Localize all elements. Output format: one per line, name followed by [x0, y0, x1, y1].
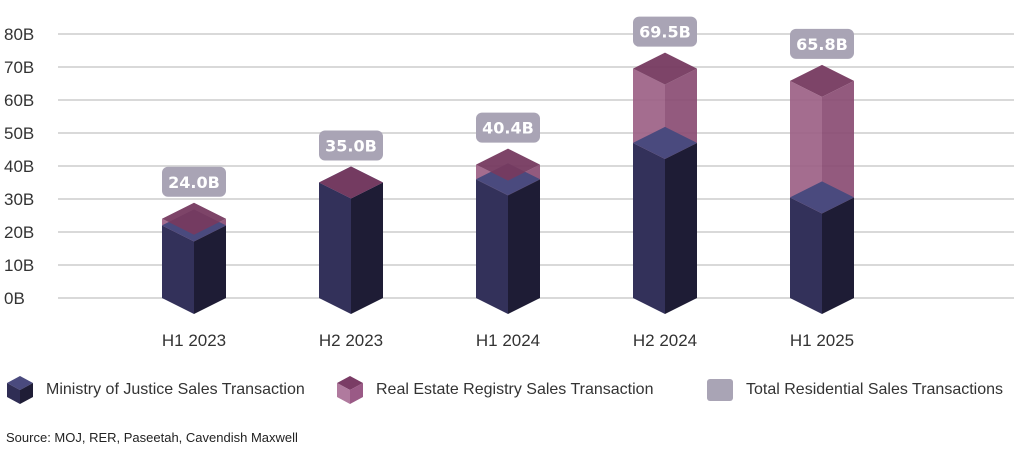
x-tick-label: H1 2024	[476, 331, 540, 350]
legend-item-rer: Real Estate Registry Sales Transaction	[336, 372, 653, 408]
source-note: Source: MOJ, RER, Paseetah, Cavendish Ma…	[6, 430, 298, 445]
dark-cube-icon	[7, 376, 33, 404]
rer-bar-cap	[319, 166, 383, 199]
rer-bar-right-face	[822, 80, 854, 214]
total-label: 40.4B	[482, 119, 534, 138]
y-tick-label: 70B	[4, 58, 34, 77]
moj-bar-left-face	[790, 197, 822, 314]
total-label: 65.8B	[796, 35, 848, 54]
rer-bar-cap	[476, 148, 540, 181]
legend-label-rer: Real Estate Registry Sales Transaction	[376, 381, 654, 398]
moj-bar-cap	[633, 126, 697, 159]
bar-stack-h1-2024	[476, 148, 540, 314]
total-label-box	[633, 16, 697, 47]
moj-bar-left-face	[476, 179, 508, 314]
total-label: 35.0B	[325, 137, 377, 156]
legend-item-total: Total Residential Sales Transactions	[706, 372, 1003, 408]
moj-bar-right-face	[665, 142, 697, 314]
moj-bar-right-face	[822, 197, 854, 314]
legend: Ministry of Justice Sales Transaction Re…	[6, 372, 1020, 408]
moj-bar-right-face	[194, 225, 226, 314]
total-label: 69.5B	[639, 23, 691, 42]
rer-bar-left-face	[790, 80, 822, 214]
chart: 0B 10B 20B 30B 40B 50B 60B 70B 80B 24.0B H1 2023 35…	[4, 16, 1014, 350]
x-tick-label: H1 2025	[790, 331, 854, 350]
purple-cube-icon	[337, 376, 363, 404]
legend-item-moj: Ministry of Justice Sales Transaction	[6, 372, 305, 408]
total-label-box	[162, 166, 226, 197]
moj-bar-cap	[790, 181, 854, 214]
y-tick-label: 60B	[4, 91, 34, 110]
bar-stack-h1-2025	[790, 64, 854, 314]
total-label-box	[790, 28, 854, 59]
y-tick-label: 30B	[4, 190, 34, 209]
moj-bar-left-face	[633, 142, 665, 314]
y-tick-label: 0B	[4, 289, 25, 308]
rer-bar-cap	[633, 52, 697, 85]
total-label: 24.0B	[168, 173, 220, 192]
moj-bar-right-face	[351, 182, 383, 314]
x-tick-label: H2 2023	[319, 331, 383, 350]
legend-label-moj: Ministry of Justice Sales Transaction	[46, 381, 305, 398]
y-tick-label: 40B	[4, 157, 34, 176]
legend-label-total: Total Residential Sales Transactions	[746, 381, 1004, 398]
bar-stack-h2-2024	[633, 52, 697, 314]
moj-bar-left-face	[319, 182, 351, 314]
total-label-box	[476, 112, 540, 143]
bar-stack-h2-2023	[319, 166, 383, 314]
rer-bar-cap	[162, 202, 226, 235]
moj-bar-right-face	[508, 179, 540, 314]
y-tick-label: 50B	[4, 124, 34, 143]
x-tick-label: H2 2024	[633, 331, 697, 350]
y-tick-label: 10B	[4, 256, 34, 275]
x-tick-label: H1 2023	[162, 331, 226, 350]
y-tick-label: 20B	[4, 223, 34, 242]
bar-stack-h1-2023	[162, 202, 226, 314]
gray-square-icon	[707, 379, 733, 401]
rer-bar-cap	[790, 64, 854, 97]
y-tick-label: 80B	[4, 25, 34, 44]
moj-bar-left-face	[162, 225, 194, 314]
total-label-box	[319, 130, 383, 161]
